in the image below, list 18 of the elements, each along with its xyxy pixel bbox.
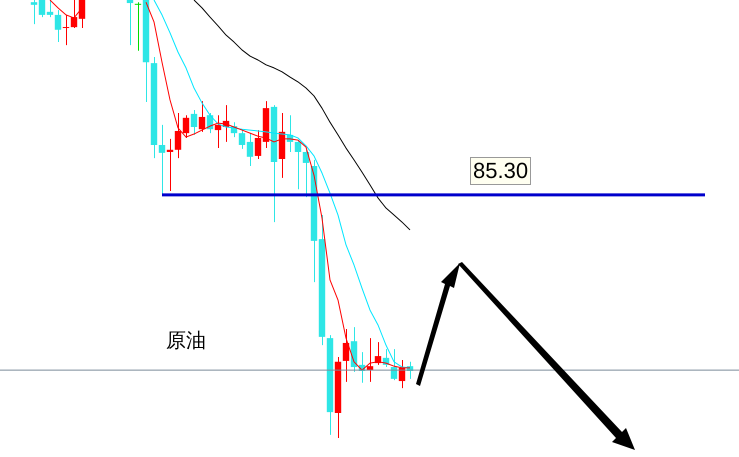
candlestick: [294, 140, 302, 190]
candlestick: [54, 10, 62, 43]
candlestick: [182, 114, 190, 138]
candlestick: [190, 109, 198, 136]
candlestick: [134, 2, 142, 52]
candlestick: [158, 124, 166, 196]
candlestick: [174, 112, 182, 159]
candlestick: [38, 0, 46, 18]
candlestick: [126, 0, 134, 46]
text: 85.30: [470, 157, 532, 185]
candlestick: [198, 100, 206, 132]
candlestick: [30, 0, 38, 25]
candlestick: [238, 128, 246, 150]
candlestick: [246, 132, 254, 166]
candlestick: [254, 130, 262, 160]
annotation: 原油: [166, 327, 206, 354]
candlestick: [62, 14, 70, 46]
candlestick: [46, 0, 54, 18]
